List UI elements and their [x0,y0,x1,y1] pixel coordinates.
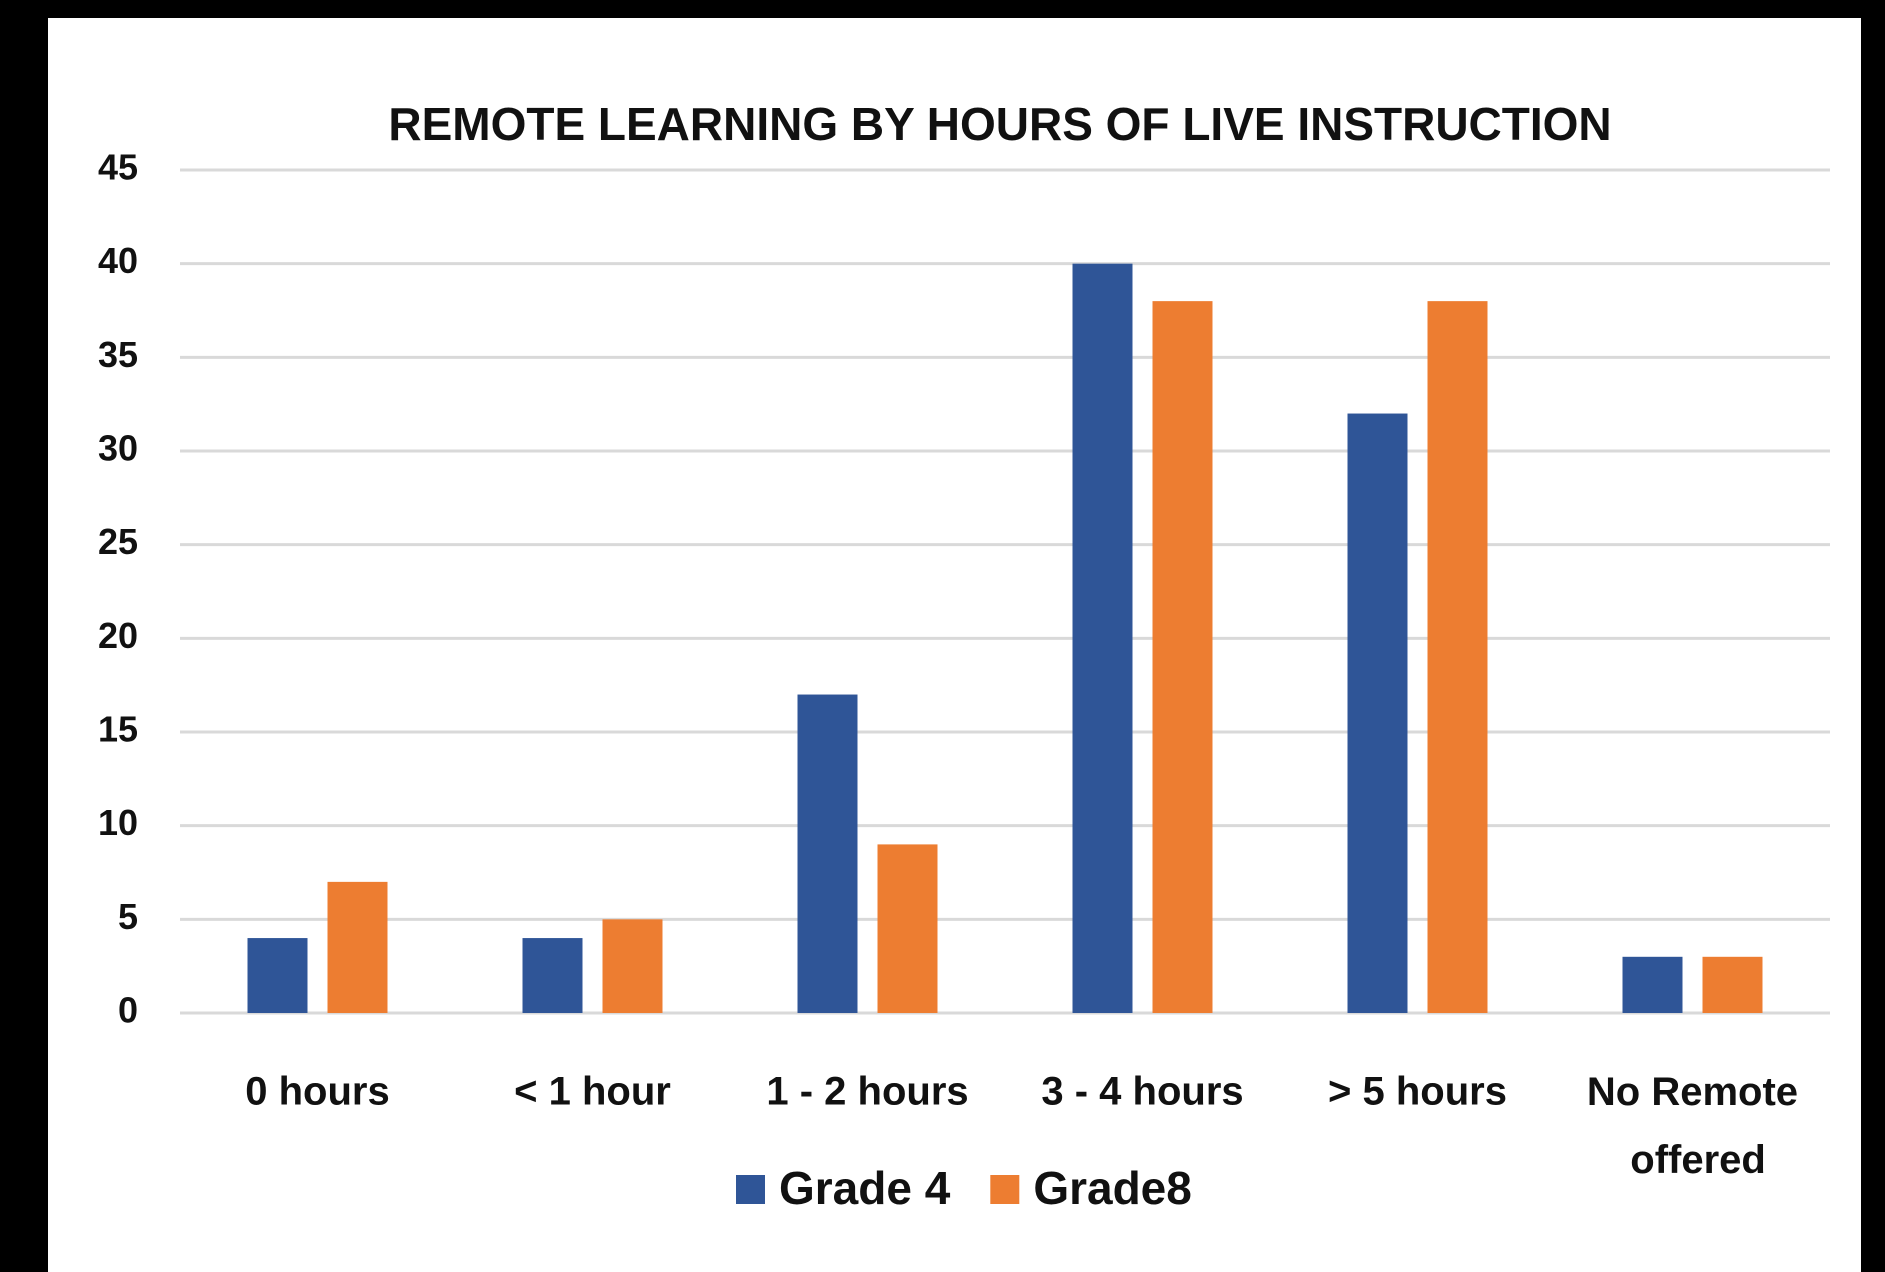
x-tick-label: 0 hours [245,1070,389,1114]
y-tick-label: 15 [98,709,138,750]
y-tick-label: 40 [98,240,138,281]
y-tick-label: 30 [98,428,138,469]
chart-panel [48,18,1861,1272]
x-tick-label: > 5 hours [1328,1070,1507,1114]
x-tick-label: < 1 hour [514,1070,671,1114]
bar [1347,413,1408,1013]
legend-swatch [990,1175,1020,1204]
bar [522,938,583,1013]
legend-label: Grade8 [1033,1162,1192,1214]
bar [327,881,388,1013]
y-tick-label: 25 [98,521,138,562]
bar [1152,301,1213,1014]
x-tick-label: No Remote offered [1587,1070,1798,1182]
y-tick-label: 35 [98,334,138,375]
bar [1072,263,1133,1014]
bar [1427,301,1488,1014]
bar [877,844,938,1013]
bar [1622,956,1683,1013]
y-tick-label: 45 [98,147,138,188]
legend-swatch [736,1175,765,1204]
y-tick-label: 0 [118,990,138,1031]
bar [1702,956,1763,1013]
chart-title: REMOTE LEARNING BY HOURS OF LIVE INSTRUC… [388,98,1611,150]
y-tick-label: 20 [98,615,138,656]
legend-label: Grade 4 [779,1162,951,1214]
x-tick-label: 3 - 4 hours [1041,1070,1243,1114]
bar [247,938,308,1013]
bar [797,694,858,1013]
bar [602,919,663,1013]
x-tick-label: 1 - 2 hours [766,1070,968,1114]
y-tick-label: 5 [118,896,138,937]
y-tick-label: 10 [98,802,138,843]
